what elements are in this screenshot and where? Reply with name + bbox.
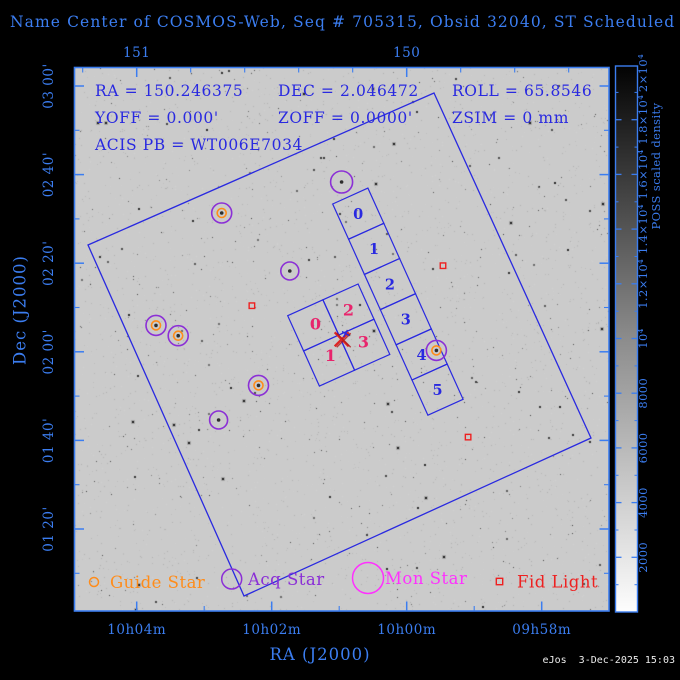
- dec-tick-label: 02 20': [41, 241, 57, 286]
- ra-deg-tick-label: 151: [123, 45, 150, 61]
- dec-tick-label: 01 20': [41, 506, 57, 551]
- dec-tick-label: 01 40': [41, 418, 57, 463]
- ra-deg-tick-label: 150: [393, 45, 420, 61]
- colorbar-tick-label: 4000: [636, 487, 650, 518]
- colorbar-tick-label: 1.2×10⁴: [636, 259, 650, 309]
- colorbar: [614, 65, 639, 613]
- colorbar-tick-label: 1.4×10⁴: [636, 204, 650, 254]
- plot-title: Name Center of COSMOS-Web, Seq # 705315,…: [10, 13, 676, 31]
- colorbar-tick-label: 2000: [636, 542, 650, 573]
- colorbar-tick-label: 1.8×10⁴: [636, 95, 650, 145]
- x-axis-title: RA (J2000): [269, 645, 371, 664]
- colorbar-tick-label: 8000: [636, 378, 650, 409]
- dec-tick-label: 02 00': [41, 329, 57, 374]
- colorbar-tick-label: 1.6×10⁴: [636, 149, 650, 199]
- colorbar-tick-label: 6000: [636, 432, 650, 463]
- ra-hms-tick-label: 10h02m: [242, 622, 301, 638]
- colorbar-tick-label: 2×10⁴: [636, 54, 650, 92]
- dec-tick-label: 02 40': [41, 152, 57, 197]
- ra-hms-tick-label: 09h58m: [512, 622, 571, 638]
- user-datetime-stamp: eJos 3-Dec-2025 15:03: [542, 655, 675, 666]
- ra-hms-tick-label: 10h04m: [107, 622, 166, 638]
- dec-tick-label: 03 00': [41, 63, 57, 108]
- ra-hms-tick-label: 10h00m: [377, 622, 436, 638]
- sky-image-canvas[interactable]: [75, 68, 609, 611]
- colorbar-tick-label: 10⁴: [636, 328, 650, 348]
- y-axis-title: Dec (J2000): [10, 255, 30, 365]
- colorbar-title: POSS scaled density: [649, 102, 663, 229]
